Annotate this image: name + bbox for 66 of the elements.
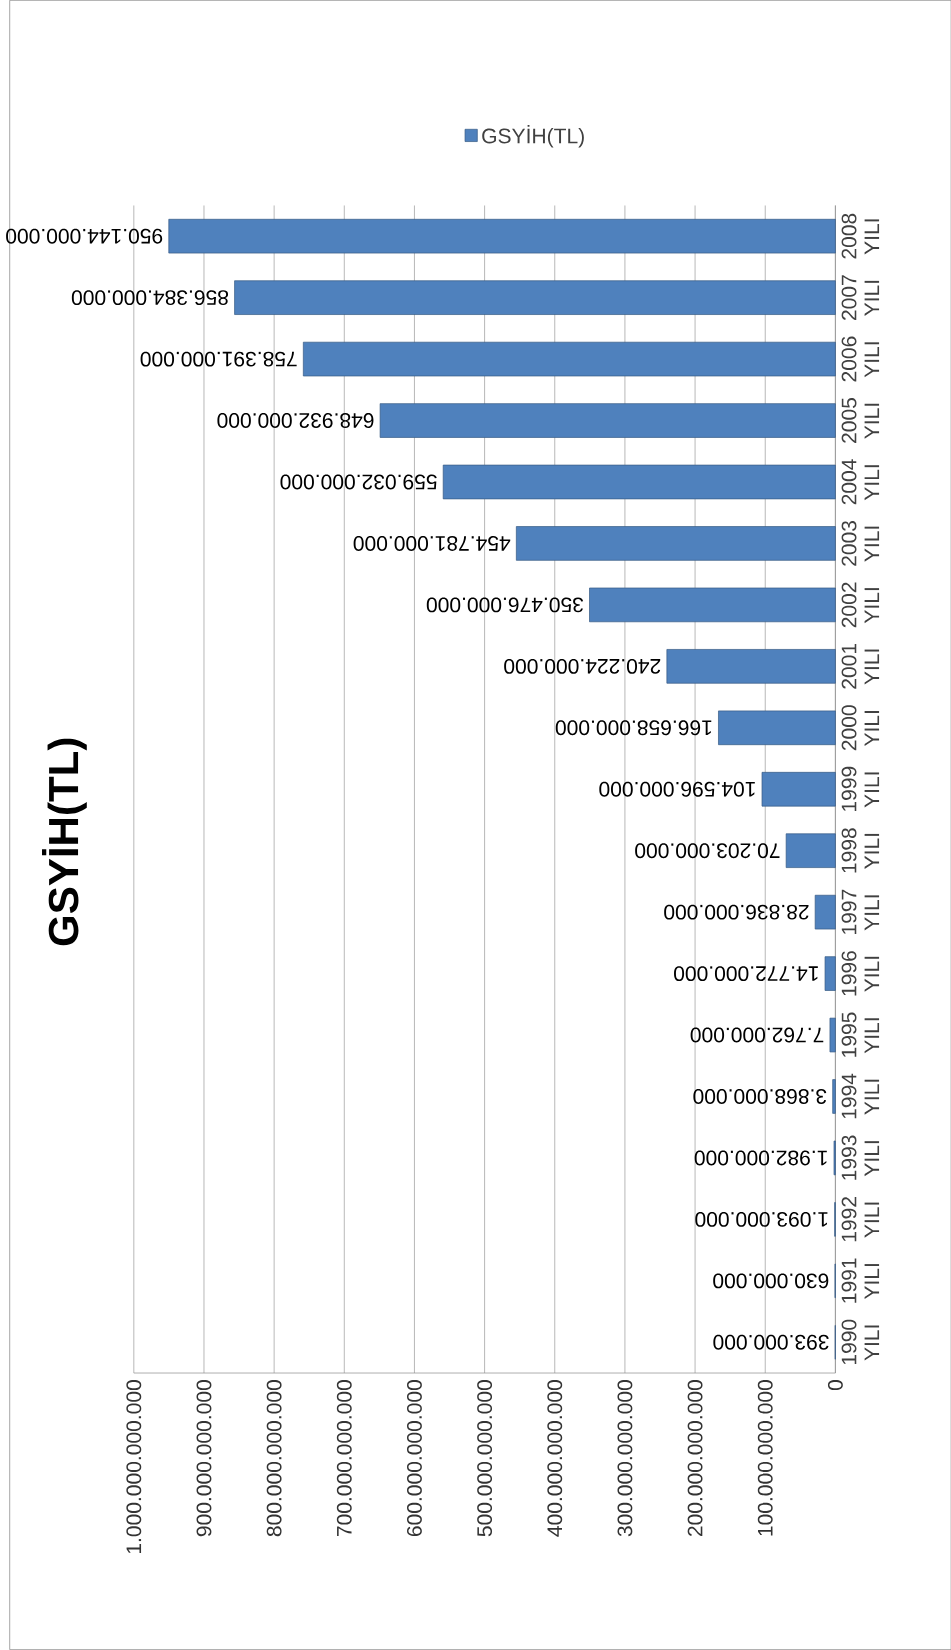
data-label: 856.384.000.000 <box>71 290 228 306</box>
x-tick-label: 200.000.000.000 <box>687 1380 703 1537</box>
bar <box>442 464 836 500</box>
data-label: 350.476.000.000 <box>426 597 583 613</box>
bar <box>761 771 836 807</box>
bar <box>717 710 836 746</box>
y-tick-label: 1991 YILI <box>841 1258 879 1303</box>
y-tick-label: 2000 YILI <box>841 705 879 751</box>
data-label: 166.658.000.000 <box>555 720 712 736</box>
data-label: 1.982.000.000 <box>694 1150 827 1166</box>
y-tick-label: 1996 YILI <box>841 951 879 996</box>
data-label: 454.781.000.000 <box>353 536 511 551</box>
bar <box>168 218 836 254</box>
x-tick-label: 0 <box>827 1380 843 1391</box>
y-tick-label: 2008 YILI <box>841 213 879 259</box>
y-tick-label: 1998 YILI <box>841 828 879 873</box>
data-label: 104.596.000.000 <box>599 781 755 797</box>
bar <box>234 280 836 315</box>
bar <box>829 1017 836 1053</box>
y-tick-label: 1995 YILI <box>841 1012 879 1057</box>
x-tick-label: 1.000.000.000.000 <box>126 1380 142 1554</box>
data-label: 14.772.000.000 <box>673 966 818 982</box>
bar <box>832 1079 836 1114</box>
x-tick-label: 600.000.000.000 <box>406 1380 422 1537</box>
x-tick-label: 900.000.000.000 <box>196 1380 212 1537</box>
data-label: 240.224.000.000 <box>503 658 660 674</box>
data-label: 648.932.000.000 <box>217 413 374 428</box>
data-label: 3.868.000.000 <box>693 1089 827 1104</box>
bar <box>515 526 836 561</box>
y-tick-label: 2006 YILI <box>841 336 879 382</box>
x-tick-label: 300.000.000.000 <box>617 1380 633 1537</box>
data-label: 70.203.000.000 <box>634 843 780 859</box>
data-label: 1.093.000.000 <box>695 1211 828 1227</box>
data-label: 28.836.000.000 <box>663 904 809 920</box>
bar <box>814 894 836 930</box>
bar <box>302 341 836 377</box>
y-tick-label: 1997 YILI <box>841 889 879 934</box>
text: GSYİH(TL) <box>41 738 87 946</box>
x-tick-label: 700.000.000.000 <box>336 1380 352 1537</box>
y-tick-label: 1992 YILI <box>841 1197 879 1242</box>
y-tick-label: 2004 YILI <box>841 459 879 505</box>
y-tick-label: 1999 YILI <box>841 766 879 812</box>
y-tick-label: 2001 YILI <box>841 643 879 689</box>
y-tick-label: 2003 YILI <box>841 520 879 566</box>
legend-label: GSYİH(TL) <box>482 125 584 148</box>
y-tick-label: 1990 YILI <box>841 1319 879 1365</box>
y-tick-label: 2005 YILI <box>841 398 879 443</box>
x-tick-label: 400.000.000.000 <box>547 1380 562 1537</box>
bar <box>824 956 836 991</box>
y-tick-label: 1993 YILI <box>841 1135 879 1180</box>
y-tick-label: 2007 YILI <box>841 275 879 320</box>
data-label: 393.000.000 <box>713 1334 829 1350</box>
bar <box>666 649 836 684</box>
data-label: 559.032.000.000 <box>280 474 437 490</box>
bar <box>785 833 836 868</box>
data-label: 758.391.000.000 <box>140 351 297 367</box>
x-tick-label: 100.000.000.000 <box>757 1380 773 1536</box>
bar <box>588 587 836 623</box>
x-tick-label: 800.000.000.000 <box>266 1380 282 1537</box>
data-label: 7.762.000.000 <box>690 1027 824 1043</box>
x-tick-label: 500.000.000.000 <box>476 1380 492 1537</box>
y-tick-label: 2002 YILI <box>841 582 879 628</box>
data-label: 950.144.000.000 <box>5 228 162 244</box>
bar <box>379 403 836 438</box>
data-label: 630.000.000 <box>712 1273 829 1289</box>
y-tick-label: 1994 YILI <box>841 1073 879 1119</box>
